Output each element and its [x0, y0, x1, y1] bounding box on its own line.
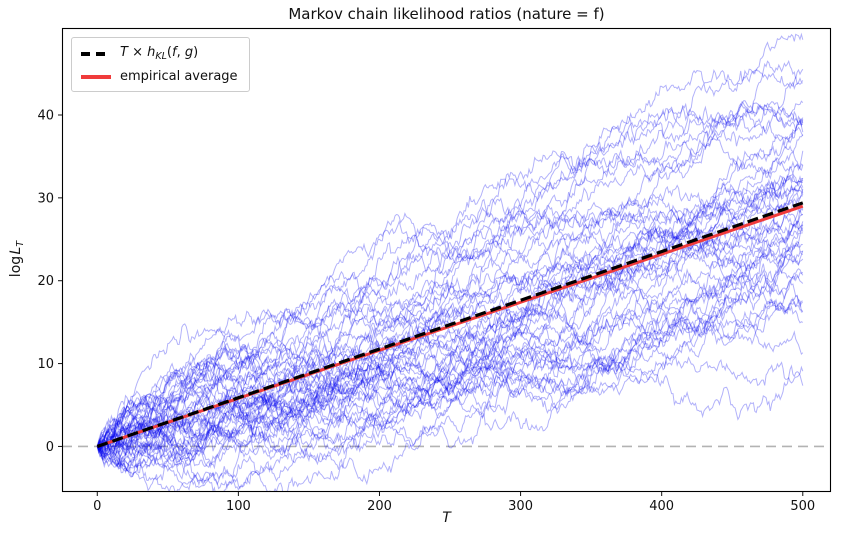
x-tick-label: 200 — [367, 499, 392, 514]
sample-path — [97, 175, 804, 448]
sample-path — [96, 76, 804, 452]
sample-path — [96, 32, 804, 448]
sample-path — [97, 115, 804, 486]
sample-path — [96, 199, 803, 469]
sample-path — [96, 284, 804, 447]
sample-path — [96, 100, 804, 451]
legend-label-empirical: empirical average — [120, 69, 238, 84]
sample-path — [96, 145, 804, 447]
ylabel-L: L — [8, 246, 24, 255]
sample-path — [96, 297, 804, 492]
y-tick-label: 0 — [46, 440, 54, 455]
sample-path — [96, 68, 803, 450]
sample-path — [96, 188, 804, 472]
sample-path — [96, 134, 804, 471]
ylabel-sub-T: T — [15, 240, 26, 247]
chart-title: Markov chain likelihood ratios (nature =… — [288, 5, 605, 23]
sample-path — [96, 160, 804, 447]
sample-path — [97, 188, 804, 459]
sample-path — [96, 100, 804, 466]
sample-path — [96, 185, 804, 470]
sample-path — [96, 223, 804, 455]
legend-label-theory: T × hKL(f, g) — [120, 45, 199, 62]
sample-path — [96, 220, 804, 456]
sample-path — [96, 339, 804, 469]
sample-path — [97, 294, 803, 459]
theory-line — [96, 201, 804, 448]
sample-path — [96, 227, 804, 447]
empirical-line-swatch — [81, 74, 111, 79]
sample-path — [97, 117, 804, 449]
axes-frame — [61, 27, 832, 493]
y-tick-label: 20 — [37, 274, 54, 289]
sample-path — [96, 290, 803, 458]
theory-line-swatch — [81, 51, 111, 56]
x-tick-label: 0 — [93, 499, 101, 514]
sample-path — [96, 275, 804, 453]
sample-path — [96, 224, 804, 457]
legend-item-theory: T × hKL(f, g) — [81, 45, 238, 62]
sample-path — [96, 175, 804, 478]
sample-path — [96, 131, 804, 452]
sample-path — [96, 190, 804, 470]
x-tick-label: 100 — [226, 499, 251, 514]
x-tick-label: 300 — [508, 499, 533, 514]
y-axis-label: log LT — [8, 241, 26, 277]
plot-data-layer — [62, 32, 831, 492]
ylabel-log: log — [8, 255, 24, 278]
sample-path — [97, 173, 803, 462]
sample-path — [96, 260, 804, 467]
sample-path — [96, 191, 803, 453]
legend: T × hKL(f, g) empirical average — [71, 37, 250, 92]
sample-path — [96, 332, 804, 449]
y-tick-label: 10 — [37, 357, 54, 372]
sample-path — [97, 242, 803, 466]
sample-path — [96, 100, 804, 447]
sample-path — [96, 243, 804, 492]
x-axis-label: T — [442, 510, 451, 526]
x-tick-label: 500 — [790, 499, 815, 514]
y-tick-label: 40 — [37, 109, 54, 124]
sample-path — [96, 221, 804, 461]
sample-path — [96, 241, 803, 469]
sample-path — [96, 220, 804, 447]
sample-path — [97, 252, 804, 449]
y-tick-label: 30 — [37, 191, 54, 206]
sample-path — [97, 207, 804, 447]
sample-path — [96, 108, 804, 447]
x-tick-label: 400 — [649, 499, 674, 514]
sample-path — [97, 297, 804, 451]
legend-item-empirical: empirical average — [81, 69, 238, 84]
sample-path — [97, 59, 804, 456]
sample-path — [96, 232, 803, 476]
sample-path — [96, 260, 804, 461]
sample-path — [97, 271, 804, 492]
sample-path — [96, 102, 804, 448]
